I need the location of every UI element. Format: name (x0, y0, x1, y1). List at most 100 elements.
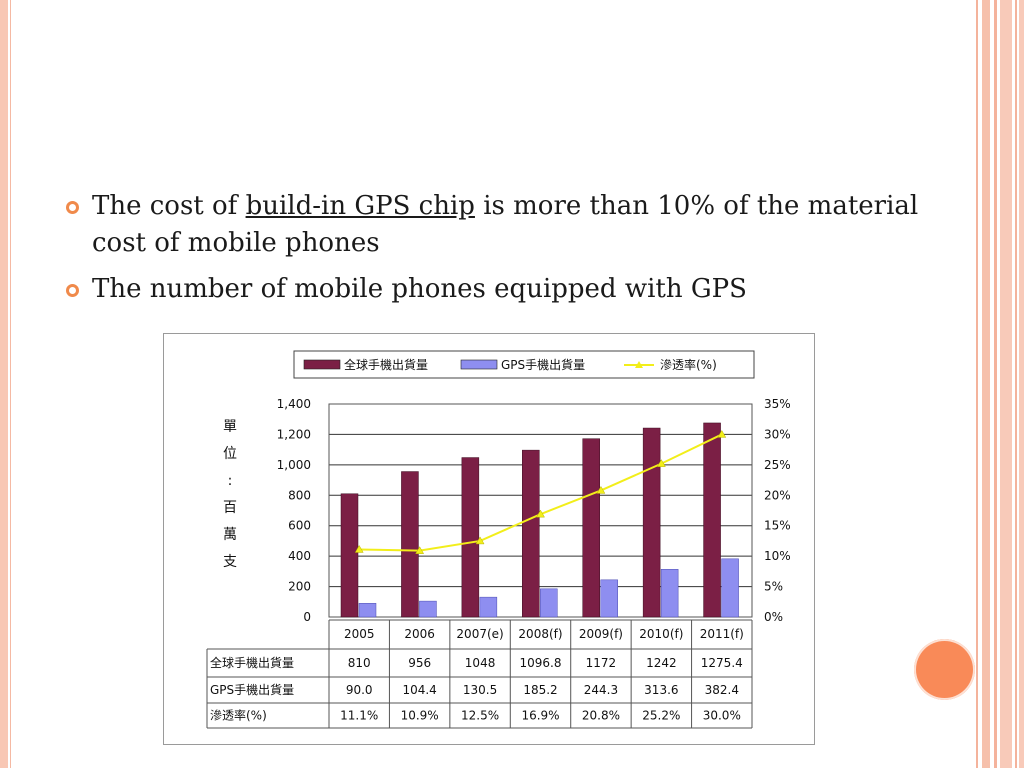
data-label: 130.5 (463, 683, 497, 697)
right-decor-stripe (994, 0, 997, 768)
shipment-chart: 全球手機出貨量 GPS手機出貨量 滲透率(%)單位:百萬支0200400600800… (206, 350, 791, 729)
bar-global-shipments (582, 438, 600, 618)
bar-global-shipments (401, 471, 419, 618)
x-tick-label: 2011(f) (700, 627, 744, 641)
bar-global-shipments (642, 427, 661, 618)
data-label: 20.8% (582, 709, 620, 723)
data-label: 25.2% (642, 709, 680, 723)
point-penetration-rate (717, 429, 727, 438)
bar-global-shipments (461, 457, 480, 618)
data-label: 244.3 (584, 683, 618, 697)
data-label: 1242 (646, 656, 677, 670)
table-row-label: 滲透率(%) (210, 708, 267, 723)
y-tick-label: 200 (288, 580, 311, 594)
right-decor-stripe (976, 0, 978, 768)
bar-gps-shipments (479, 596, 498, 618)
y2-tick-label: 35% (764, 397, 791, 411)
bar-gps-shipments (721, 558, 739, 618)
y-tick-label: 600 (288, 519, 311, 533)
right-decor-stripe (1000, 0, 1012, 768)
bullet-ring-icon (66, 284, 79, 297)
bullet-text: The cost of (92, 191, 246, 221)
y2-tick-label: 20% (764, 488, 791, 502)
data-label: 16.9% (521, 709, 559, 723)
table-row-label: GPS手機出貨量 (210, 682, 294, 697)
y2-tick-label: 5% (764, 580, 783, 594)
left-decor-line (10, 0, 11, 768)
y-tick-label: 1,000 (277, 458, 311, 472)
data-label: 10.9% (401, 709, 439, 723)
legend-label: GPS手機出貨量 (501, 357, 585, 372)
bullet-ring-icon (66, 201, 79, 214)
bullet-text: The number of mobile phones equipped wit… (92, 274, 747, 304)
x-tick-label: 2010(f) (639, 627, 683, 641)
y-tick-label: 1,200 (277, 427, 311, 441)
y2-tick-label: 0% (764, 610, 783, 624)
y2-tick-label: 15% (764, 519, 791, 533)
y-axis-label-char: 萬 (223, 527, 237, 543)
point-penetration-rate (475, 536, 485, 545)
y-tick-label: 1,400 (277, 397, 311, 411)
point-penetration-rate (596, 485, 606, 494)
bar-global-shipments (522, 449, 540, 618)
bullet-item-gps-cost: The cost of build-in GPS chip is more th… (66, 188, 926, 262)
point-penetration-rate (536, 509, 545, 518)
x-tick-label: 2007(e) (456, 627, 503, 641)
y-axis-label-char: : (228, 473, 233, 489)
legend-swatch (460, 359, 498, 370)
legend-label: 滲透率(%) (660, 357, 717, 372)
bar-gps-shipments (540, 588, 558, 618)
bullet-item-gps-phones: The number of mobile phones equipped wit… (66, 271, 926, 308)
right-decor-stripe (1015, 0, 1017, 768)
x-tick-label: 2008(f) (518, 627, 562, 641)
legend-swatch (303, 359, 341, 370)
y2-tick-label: 30% (764, 427, 791, 441)
data-label: 104.4 (402, 683, 436, 697)
data-label: 30.0% (703, 709, 741, 723)
y2-tick-label: 10% (764, 549, 791, 563)
y-axis-label-char: 位 (223, 446, 237, 462)
bullet-list: The cost of build-in GPS chip is more th… (66, 188, 926, 317)
right-decor-stripe (1019, 0, 1024, 768)
y-tick-label: 0 (303, 610, 311, 624)
chart-frame: 全球手機出貨量 GPS手機出貨量 滲透率(%) 單位: 百萬支 0 200 400 600 800… (163, 333, 815, 745)
legend-label: 全球手機出貨量 (344, 357, 428, 372)
bar-global-shipments (340, 493, 359, 618)
bar-gps-shipments (419, 600, 437, 618)
point-penetration-rate (656, 459, 666, 467)
gps-chip-link[interactable]: build-in GPS chip (245, 191, 475, 221)
y-axis-label-char: 支 (223, 554, 237, 570)
bar-global-shipments (703, 422, 721, 618)
y-tick-label: 800 (288, 488, 311, 502)
bullet-text: is more than 10% of the material cost of… (92, 191, 919, 258)
data-label: 90.0 (346, 683, 373, 697)
y2-tick-label: 25% (764, 458, 791, 472)
bar-gps-shipments (600, 579, 618, 618)
y-axis-label-char: 百 (223, 500, 237, 516)
x-tick-label: 2009(f) (579, 627, 623, 641)
data-label: 313.6 (644, 683, 678, 697)
y-tick-label: 400 (288, 549, 311, 563)
x-tick-label: 2006 (404, 627, 435, 641)
data-label: 1048 (465, 656, 496, 670)
y-axis-label-char: 單 (223, 419, 237, 435)
data-label: 810 (348, 656, 371, 670)
data-label: 1275.4 (701, 656, 743, 670)
decor-circle (914, 639, 975, 700)
bar-gps-shipments (660, 569, 679, 618)
table-row-label: 全球手機出貨量 (210, 655, 294, 670)
x-tick-label: 2005 (344, 627, 375, 641)
data-label: 11.1% (340, 709, 378, 723)
legend-marker (635, 361, 643, 368)
data-label: 956 (408, 656, 431, 670)
data-label: 1096.8 (520, 656, 562, 670)
data-label: 12.5% (461, 709, 499, 723)
left-decor-stripe (0, 0, 8, 768)
point-penetration-rate (415, 546, 425, 554)
data-label: 382.4 (705, 683, 739, 697)
bar-gps-shipments (358, 603, 377, 618)
data-label: 1172 (586, 656, 617, 670)
legend-box (293, 350, 755, 379)
point-penetration-rate (354, 544, 364, 553)
data-label: 185.2 (523, 683, 557, 697)
